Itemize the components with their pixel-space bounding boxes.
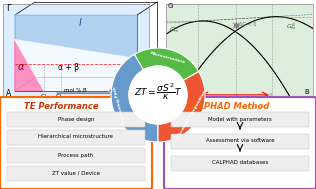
Wedge shape	[158, 71, 205, 142]
Text: $ZT = \dfrac{\sigma S^2}{\kappa} T$: $ZT = \dfrac{\sigma S^2}{\kappa} T$	[134, 82, 182, 102]
Polygon shape	[108, 59, 137, 91]
Text: Process path: Process path	[58, 153, 94, 157]
Text: $G_m^\beta$: $G_m^\beta$	[286, 21, 297, 32]
Circle shape	[129, 66, 187, 124]
FancyBboxPatch shape	[7, 166, 145, 181]
Text: Phase design: Phase design	[58, 116, 94, 122]
Text: $G_m^\alpha$: $G_m^\alpha$	[169, 25, 180, 35]
Text: A: A	[6, 89, 11, 98]
Polygon shape	[15, 40, 44, 91]
Text: ZT value / Device: ZT value / Device	[52, 170, 100, 176]
Wedge shape	[135, 48, 199, 81]
FancyBboxPatch shape	[171, 156, 309, 171]
FancyBboxPatch shape	[0, 97, 152, 189]
Text: CALPHAD databases: CALPHAD databases	[212, 160, 268, 166]
Text: $c_1$: $c_1$	[40, 92, 47, 100]
Text: α + β: α + β	[58, 63, 79, 72]
Text: $x_2^\alpha$: $x_2^\alpha$	[266, 92, 273, 101]
Polygon shape	[15, 15, 137, 59]
Text: Model with parameters: Model with parameters	[208, 116, 272, 122]
Text: Chemical Composition: Chemical Composition	[176, 90, 207, 139]
Text: A: A	[167, 89, 172, 95]
Text: Γ: Γ	[6, 4, 11, 13]
Text: G: G	[167, 3, 173, 9]
FancyBboxPatch shape	[171, 112, 309, 127]
Text: Hierarchical microstructure: Hierarchical microstructure	[39, 135, 113, 139]
FancyBboxPatch shape	[171, 134, 309, 149]
FancyBboxPatch shape	[164, 97, 316, 189]
Text: CALPHAD Method: CALPHAD Method	[186, 102, 269, 111]
Polygon shape	[15, 40, 137, 91]
Text: α₁ + α₂: α₁ + α₂	[226, 96, 244, 101]
Text: α: α	[18, 62, 24, 72]
Text: $x_1^\alpha$: $x_1^\alpha$	[191, 92, 198, 101]
Text: β: β	[128, 74, 134, 83]
Text: Assessment via software: Assessment via software	[206, 139, 274, 143]
Text: B: B	[304, 89, 309, 95]
Wedge shape	[111, 54, 158, 142]
Text: Microstructure: Microstructure	[150, 51, 186, 64]
Text: Processing Path: Processing Path	[113, 85, 127, 125]
Text: B: B	[131, 89, 136, 98]
FancyBboxPatch shape	[7, 130, 145, 145]
FancyBboxPatch shape	[7, 148, 145, 163]
Text: mol % B: mol % B	[64, 88, 87, 93]
Text: $x_0$: $x_0$	[233, 93, 240, 101]
FancyBboxPatch shape	[7, 112, 145, 127]
Text: $c_2$: $c_2$	[56, 92, 63, 100]
Text: l: l	[79, 19, 82, 29]
Text: TE Performance: TE Performance	[24, 102, 99, 111]
Text: ΔG < 0: ΔG < 0	[240, 22, 257, 27]
